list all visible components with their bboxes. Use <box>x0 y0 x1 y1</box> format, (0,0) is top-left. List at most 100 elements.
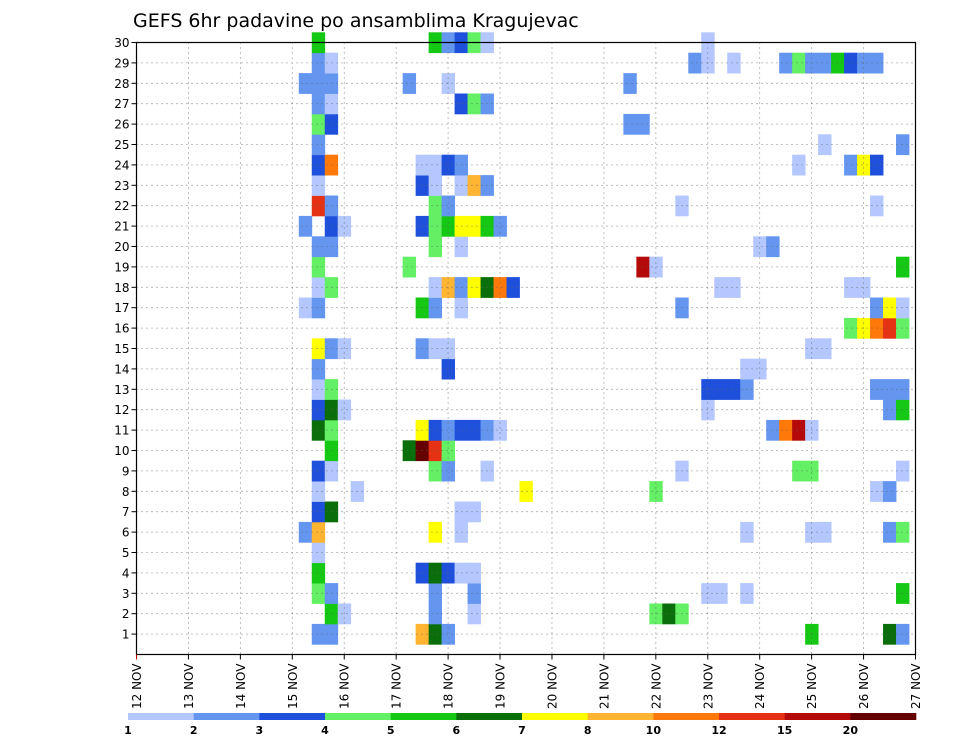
heatmap-cell <box>454 521 468 543</box>
x-tick-label: 13 NOV <box>182 663 196 709</box>
heatmap-cell <box>311 460 326 482</box>
heatmap-cell <box>792 460 806 482</box>
heatmap-cell <box>428 175 443 196</box>
heatmap-cell <box>441 195 455 217</box>
heatmap-cell <box>896 256 910 278</box>
heatmap-cell <box>623 113 637 135</box>
legend-label: 12 <box>711 724 726 737</box>
y-tick-label: 9 <box>122 464 130 478</box>
y-tick-label: 18 <box>114 281 129 295</box>
heatmap-cell <box>818 338 832 360</box>
heatmap-cell <box>428 236 443 258</box>
x-tick-label: 17 NOV <box>390 663 404 709</box>
heatmap-cell <box>454 277 468 298</box>
y-tick-label: 4 <box>122 566 130 580</box>
y-tick-label: 11 <box>114 424 129 438</box>
color-legend: 1 2 3 4 5 6 7 8 10 12 15 20 <box>124 713 917 737</box>
heatmap-cell <box>467 215 481 237</box>
legend-swatch <box>390 713 457 720</box>
x-tick-label: 19 NOV <box>494 663 508 709</box>
heatmap-cell <box>831 52 845 74</box>
heatmap-cell <box>467 583 481 604</box>
heatmap-cell <box>324 93 339 115</box>
grid-lines <box>136 42 916 655</box>
heatmap-cell <box>324 583 339 604</box>
x-tick-label: 20 NOV <box>545 663 559 709</box>
heatmap-cell <box>324 460 339 482</box>
heatmap-cell <box>896 623 910 645</box>
heatmap-cell <box>311 481 326 502</box>
heatmap-cell <box>844 52 858 74</box>
heatmap-cell <box>298 521 313 543</box>
heatmap-cell <box>428 460 443 482</box>
y-tick-label: 19 <box>114 260 129 274</box>
heatmap-cell <box>311 93 326 115</box>
heatmap-cell <box>441 419 455 441</box>
heatmap-cell <box>324 277 339 298</box>
y-tick-label: 27 <box>114 97 129 111</box>
heatmap-cell <box>428 277 443 298</box>
heatmap-cell <box>792 419 806 441</box>
heatmap-cell <box>454 154 468 176</box>
heatmap-cell <box>467 277 481 298</box>
heatmap-cell <box>311 52 326 74</box>
heatmap-cell <box>324 623 339 645</box>
heatmap-cell <box>883 521 897 543</box>
heatmap-cell <box>337 603 352 625</box>
heatmap-cell <box>467 93 481 115</box>
x-tick-label: 16 NOV <box>338 663 352 709</box>
legend-swatch <box>587 713 654 720</box>
y-tick-label: 28 <box>114 77 129 91</box>
legend-label: 4 <box>321 724 329 737</box>
heatmap-cell <box>636 113 650 135</box>
y-tick-label: 5 <box>122 546 130 560</box>
heatmap-cell <box>324 195 339 217</box>
heatmap-cell <box>493 419 507 441</box>
heatmap-cell <box>428 419 443 441</box>
heatmap-cell <box>896 399 910 421</box>
y-tick-label: 24 <box>114 158 129 172</box>
heatmap-cell <box>311 542 326 564</box>
heatmap-cell <box>311 113 326 135</box>
heatmap-cell <box>428 562 443 584</box>
heatmap-cell <box>441 440 455 462</box>
y-tick-label: 17 <box>114 301 129 315</box>
x-tick-label: 14 NOV <box>234 663 248 709</box>
heatmap-cell <box>818 521 832 543</box>
heatmap-cell <box>428 603 443 625</box>
heatmap-cell <box>324 154 339 176</box>
heatmap-cell <box>324 603 339 625</box>
plot-frame <box>135 41 917 656</box>
y-tick-label: 12 <box>114 403 129 417</box>
heatmap-cell <box>649 256 663 278</box>
heatmap-cell <box>311 73 326 94</box>
heatmap-cell <box>311 521 326 543</box>
heatmap-cell <box>428 583 443 604</box>
heatmap-cell <box>792 52 806 74</box>
heatmap-cell <box>896 379 910 400</box>
heatmap-cell <box>467 419 481 441</box>
x-tick-label: 26 NOV <box>857 663 871 709</box>
heatmap-cell <box>311 562 326 584</box>
heatmap-cell <box>428 195 443 217</box>
heatmap-cell <box>441 215 455 237</box>
heatmap-cell <box>727 379 741 400</box>
heatmap-cell <box>311 297 326 319</box>
heatmap-cell <box>324 440 339 462</box>
heatmap-cell <box>454 175 468 196</box>
heatmap-cell <box>519 481 533 502</box>
heatmap-cell <box>467 175 481 196</box>
heatmap-cell <box>896 297 910 319</box>
heatmap-cell <box>727 277 741 298</box>
heatmap-cell <box>844 277 858 298</box>
y-tick-label: 16 <box>114 322 129 336</box>
x-tick-label: 25 NOV <box>805 663 819 709</box>
heatmap-cell <box>896 460 910 482</box>
heatmap-cell <box>324 501 339 523</box>
legend-label: 8 <box>584 724 592 737</box>
heatmap-cell <box>714 583 728 604</box>
legend-swatch <box>850 713 917 720</box>
heatmap-cell <box>883 379 897 400</box>
y-tick-label: 13 <box>114 383 129 397</box>
